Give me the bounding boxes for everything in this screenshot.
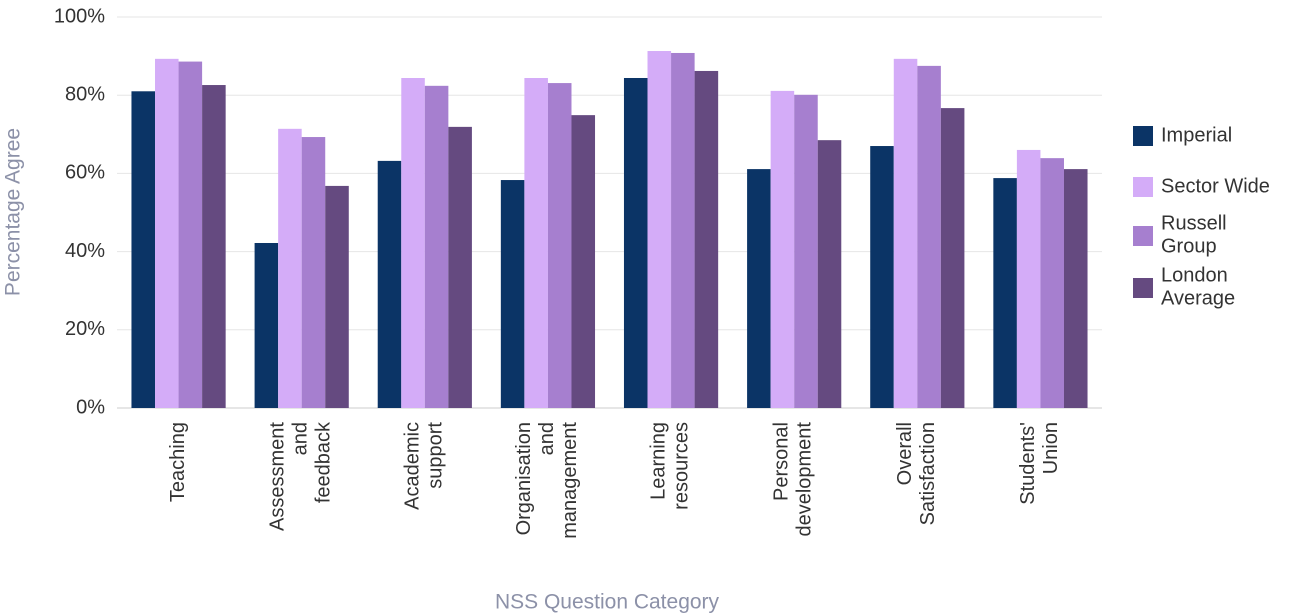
legend-swatch	[1133, 278, 1153, 298]
bar	[870, 146, 894, 408]
bar	[424, 85, 449, 408]
bar	[254, 242, 279, 408]
legend-label: London Average	[1161, 265, 1235, 310]
x-axis-title: NSS Question Category	[495, 591, 720, 614]
bar	[155, 58, 179, 408]
bar	[917, 65, 941, 408]
bar	[623, 77, 648, 408]
bar	[448, 126, 472, 408]
bar	[1063, 169, 1088, 408]
bar	[301, 137, 326, 409]
legend-label: Imperial	[1161, 124, 1232, 146]
y-tick-label: 20%	[65, 318, 105, 340]
y-tick-label: 100%	[54, 5, 105, 27]
legend-label: Russell Group	[1161, 213, 1227, 258]
bar	[1040, 158, 1064, 408]
x-tick-label: OverallSatisfaction	[894, 422, 939, 525]
bar	[647, 51, 672, 408]
bar	[547, 83, 572, 408]
bar	[694, 70, 719, 408]
bar	[817, 140, 842, 409]
bar	[524, 77, 548, 408]
legend-label: Sector Wide	[1161, 175, 1270, 197]
x-tick-label: Teaching	[167, 422, 189, 502]
bar	[671, 52, 695, 409]
bar	[178, 61, 203, 408]
legend-swatch	[1133, 177, 1153, 197]
bar	[893, 58, 918, 408]
bar	[770, 90, 795, 409]
y-axis-title: Percentage Agree	[2, 128, 25, 296]
bar	[940, 108, 965, 408]
x-tick-label: Academicsupport	[402, 422, 447, 510]
bar	[377, 160, 402, 408]
y-tick-label: 60%	[65, 162, 105, 184]
x-tick-label: Assessmentandfeedback	[267, 421, 335, 531]
legend-swatch	[1133, 126, 1153, 146]
y-tick-label: 80%	[65, 83, 105, 105]
x-tick-label: Learningresources	[648, 422, 693, 510]
bar	[993, 178, 1017, 408]
x-tick-label: Organisationandmanagement	[513, 422, 581, 539]
x-tick-label: Students'Union	[1017, 422, 1062, 505]
bar	[202, 85, 226, 408]
x-tick-label: Personaldevelopment	[771, 422, 816, 537]
bar	[500, 180, 525, 408]
bar	[794, 94, 818, 409]
bar	[1016, 149, 1041, 408]
y-tick-label: 40%	[65, 240, 105, 262]
y-tick-label: 0%	[76, 396, 105, 418]
bar	[747, 169, 771, 408]
bar	[278, 128, 302, 409]
legend-swatch	[1133, 226, 1153, 246]
bar	[131, 91, 156, 408]
bar	[571, 115, 596, 409]
bar	[401, 77, 425, 408]
bar	[325, 185, 349, 408]
